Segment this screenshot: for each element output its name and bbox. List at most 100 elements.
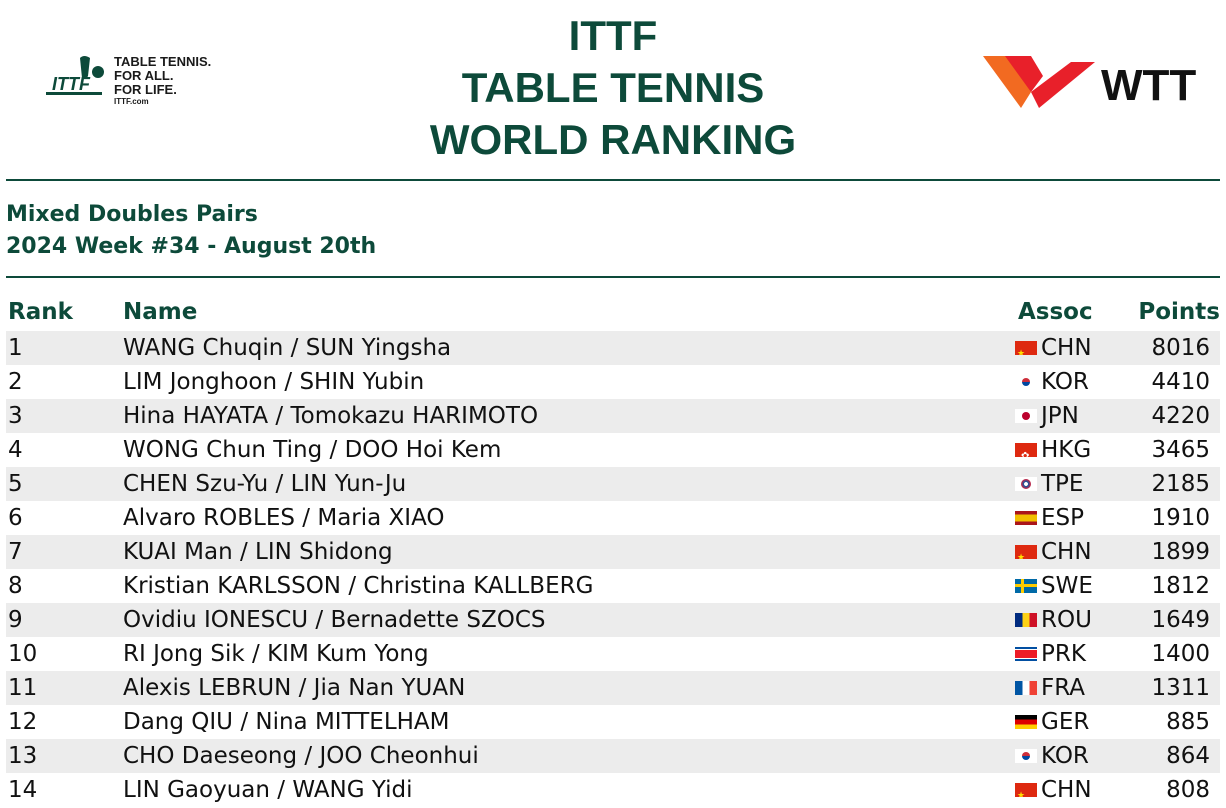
ranking-table: 1 WANG Chuqin / SUN Yingsha CHN 8016 2 LIM Jo… (6, 331, 1220, 807)
ittf-tagline-line3: FOR LIFE. (114, 82, 177, 97)
rank-cell: 10 (8, 641, 38, 667)
table-row: 14 LIN Gaoyuan / WANG Yidi CHN 808 (6, 773, 1220, 807)
pair-name-cell: LIN Gaoyuan / WANG Yidi (123, 777, 413, 803)
column-header-points: Points (1138, 299, 1220, 325)
table-row: 9 Ovidiu IONESCU / Bernadette SZOCS ROU 164… (6, 603, 1220, 637)
table-row: 12 Dang QIU / Nina MITTELHAM GER 885 (6, 705, 1220, 739)
ittf-tagline-line2: FOR ALL. (114, 68, 174, 83)
assoc-code: KOR (1041, 743, 1089, 769)
pair-name-cell: Dang QIU / Nina MITTELHAM (123, 709, 450, 735)
flag-chn-icon (1015, 783, 1037, 797)
rank-cell: 4 (8, 437, 23, 463)
column-header-rank: Rank (8, 299, 73, 325)
points-cell: 3465 (1151, 437, 1210, 463)
assoc-cell: PRK (1015, 637, 1086, 671)
assoc-code: ESP (1041, 505, 1085, 531)
pair-name-cell: Kristian KARLSSON / Christina KALLBERG (123, 573, 594, 599)
table-row: 3 Hina HAYATA / Tomokazu HARIMOTO JPN 4220 (6, 399, 1220, 433)
flag-tpe-icon (1015, 477, 1037, 491)
svg-text:ITTF: ITTF (52, 74, 91, 94)
assoc-cell: TPE (1015, 467, 1083, 501)
ranking-category: Mixed Doubles Pairs (6, 202, 258, 227)
assoc-cell: HKG (1015, 433, 1091, 467)
assoc-code: SWE (1041, 573, 1093, 599)
points-cell: 1910 (1151, 505, 1210, 531)
assoc-code: JPN (1041, 403, 1079, 429)
rank-cell: 13 (8, 743, 38, 769)
subtitle-divider (6, 276, 1220, 278)
points-cell: 1649 (1151, 607, 1210, 633)
table-row: 10 RI Jong Sik / KIM Kum Yong PRK 1400 (6, 637, 1220, 671)
assoc-cell: CHN (1015, 535, 1092, 569)
rank-cell: 14 (8, 777, 38, 803)
column-header-name: Name (123, 299, 198, 325)
assoc-cell: JPN (1015, 399, 1079, 433)
flag-rou-icon (1015, 613, 1037, 627)
flag-ger-icon (1015, 715, 1037, 729)
flag-jpn-icon (1015, 409, 1037, 423)
rank-cell: 8 (8, 573, 23, 599)
flag-esp-icon (1015, 511, 1037, 525)
flag-prk-icon (1015, 647, 1037, 661)
rank-cell: 5 (8, 471, 23, 497)
assoc-code: TPE (1041, 471, 1084, 497)
assoc-cell: KOR (1015, 739, 1089, 773)
table-row: 13 CHO Daeseong / JOO Cheonhui KOR 864 (6, 739, 1220, 773)
points-cell: 1812 (1151, 573, 1210, 599)
rank-cell: 2 (8, 369, 23, 395)
column-header-assoc: Assoc (1018, 299, 1093, 325)
pair-name-cell: KUAI Man / LIN Shidong (123, 539, 393, 565)
title-line-3: WORLD RANKING (429, 116, 797, 163)
pair-name-cell: Hina HAYATA / Tomokazu HARIMOTO (123, 403, 539, 429)
assoc-code: FRA (1041, 675, 1086, 701)
rank-cell: 9 (8, 607, 23, 633)
assoc-cell: CHN (1015, 773, 1092, 807)
ittf-tagline-line1: TABLE TENNIS. (114, 54, 212, 69)
assoc-code: CHN (1041, 335, 1092, 361)
rank-cell: 1 (8, 335, 23, 361)
flag-swe-icon (1015, 579, 1037, 593)
table-row: 5 CHEN Szu-Yu / LIN Yun-Ju TPE 2185 (6, 467, 1220, 501)
assoc-code: PRK (1041, 641, 1086, 667)
assoc-code: CHN (1041, 539, 1092, 565)
points-cell: 864 (1166, 743, 1210, 769)
header-divider (6, 179, 1220, 181)
title-line-2: TABLE TENNIS (461, 64, 765, 111)
assoc-cell: ESP (1015, 501, 1084, 535)
table-row: 1 WANG Chuqin / SUN Yingsha CHN 8016 (6, 331, 1220, 365)
rank-cell: 7 (8, 539, 23, 565)
points-cell: 1400 (1151, 641, 1210, 667)
assoc-code: KOR (1041, 369, 1089, 395)
rank-cell: 3 (8, 403, 23, 429)
rank-cell: 12 (8, 709, 38, 735)
pair-name-cell: CHO Daeseong / JOO Cheonhui (123, 743, 479, 769)
points-cell: 1311 (1151, 675, 1210, 701)
assoc-cell: FRA (1015, 671, 1085, 705)
pair-name-cell: RI Jong Sik / KIM Kum Yong (123, 641, 429, 667)
ittf-logo: ITTF (46, 56, 104, 95)
table-row: 6 Alvaro ROBLES / Maria XIAO ESP 1910 (6, 501, 1220, 535)
flag-kor-icon (1015, 375, 1037, 389)
rank-cell: 6 (8, 505, 23, 531)
svg-text:WTT: WTT (1101, 61, 1196, 110)
assoc-cell: SWE (1015, 569, 1093, 603)
table-header: Rank Name Assoc Points (6, 295, 1220, 329)
pair-name-cell: LIM Jonghoon / SHIN Yubin (123, 369, 425, 395)
points-cell: 4220 (1151, 403, 1210, 429)
pair-name-cell: Ovidiu IONESCU / Bernadette SZOCS (123, 607, 546, 633)
ranking-week: 2024 Week #34 - August 20th (6, 234, 377, 259)
assoc-cell: GER (1015, 705, 1089, 739)
points-cell: 8016 (1151, 335, 1210, 361)
points-cell: 2185 (1151, 471, 1210, 497)
points-cell: 885 (1166, 709, 1210, 735)
wtt-logo: WTT (983, 56, 1196, 110)
flag-fra-icon (1015, 681, 1037, 695)
page-title: ITTF TABLE TENNIS WORLD RANKING (0, 10, 1226, 166)
flag-chn-icon (1015, 341, 1037, 355)
assoc-code: ROU (1041, 607, 1092, 633)
ittf-url: ITTF.com (114, 97, 149, 106)
rank-cell: 11 (8, 675, 38, 701)
table-row: 4 WONG Chun Ting / DOO Hoi Kem HKG 3465 (6, 433, 1220, 467)
pair-name-cell: WONG Chun Ting / DOO Hoi Kem (123, 437, 502, 463)
subtitle-block: Mixed Doubles Pairs 2024 Week #34 - Augu… (6, 199, 376, 263)
